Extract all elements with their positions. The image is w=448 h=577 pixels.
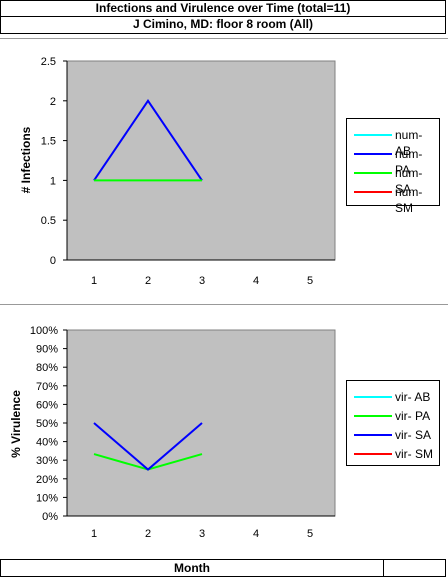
legend-swatch [354,134,392,136]
x-axis-title: Month [174,561,210,575]
chart-title: Infections and Virulence over Time (tota… [0,0,446,17]
virulence-legend: vir- AB vir- PA vir- SA vir- SM [346,380,440,466]
x-tick-label: 5 [307,275,313,287]
legend-label: num- AB [395,128,423,158]
chart-subtitle: J Cimino, MD: floor 8 room (All) [0,17,446,34]
legend-item: vir- SM [347,445,439,463]
y-tick-label: 1.5 [41,136,56,148]
y-tick-label: 1 [50,175,56,187]
footer-divider [383,560,384,576]
y-tick-label: 2.5 [41,56,56,68]
x-tick-label: 5 [307,528,313,540]
series-line [93,422,203,471]
x-tick-label: 3 [199,528,205,540]
x-tick-label: 1 [91,528,97,540]
x-tick-label: 3 [199,275,205,287]
x-tick-label: 4 [253,275,259,287]
section-divider [0,38,448,39]
legend-swatch [354,191,392,193]
x-tick-label: 2 [145,528,151,540]
legend-label: num- SM [395,185,423,215]
legend-swatch [354,415,392,417]
legend-item: num- SM [347,183,439,215]
y-tick-label: 30% [36,455,58,467]
legend-item: num- PA [347,145,439,177]
legend-swatch [354,434,392,436]
y-axis-title: % Virulence [9,390,23,458]
legend-item: vir- SA [347,426,439,444]
y-tick-label: 80% [36,362,58,374]
y-tick-label: 0.5 [41,215,56,227]
footer-row: Month [0,559,446,577]
y-tick-label: 20% [36,474,58,486]
legend-label: vir- SA [395,428,431,442]
legend-item: num- AB [347,126,439,158]
y-tick-label: 70% [36,381,58,393]
y-tick-label: 50% [36,418,58,430]
section-divider [0,304,448,305]
y-tick-label: 10% [36,492,58,504]
legend-label: vir- SM [395,447,433,461]
y-tick-label: 0% [42,511,58,523]
legend-item: vir- PA [347,407,439,425]
x-tick-label: 4 [253,528,259,540]
legend-swatch [354,172,392,174]
y-tick-label: 0 [50,255,56,267]
legend-item: num- SA [347,164,439,196]
y-tick-label: 40% [36,437,58,449]
y-tick-label: 100% [30,325,58,337]
legend-item: vir- AB [347,388,439,406]
legend-label: num- SA [395,166,423,196]
legend-swatch [354,153,392,155]
legend-label: vir- PA [395,409,431,423]
y-tick-label: 2 [50,96,56,108]
y-tick-label: 60% [36,399,58,411]
infections-legend: num- AB num- PA num- SA num- SM [346,118,440,215]
series-line [93,99,203,181]
y-tick-label: 90% [36,344,58,356]
y-axis-title: # Infections [19,126,33,193]
x-tick-label: 1 [91,275,97,287]
legend-label: vir- AB [395,390,431,404]
legend-swatch [354,396,392,398]
x-tick-label: 2 [145,275,151,287]
legend-swatch [354,453,392,455]
legend-label: num- PA [395,147,423,177]
